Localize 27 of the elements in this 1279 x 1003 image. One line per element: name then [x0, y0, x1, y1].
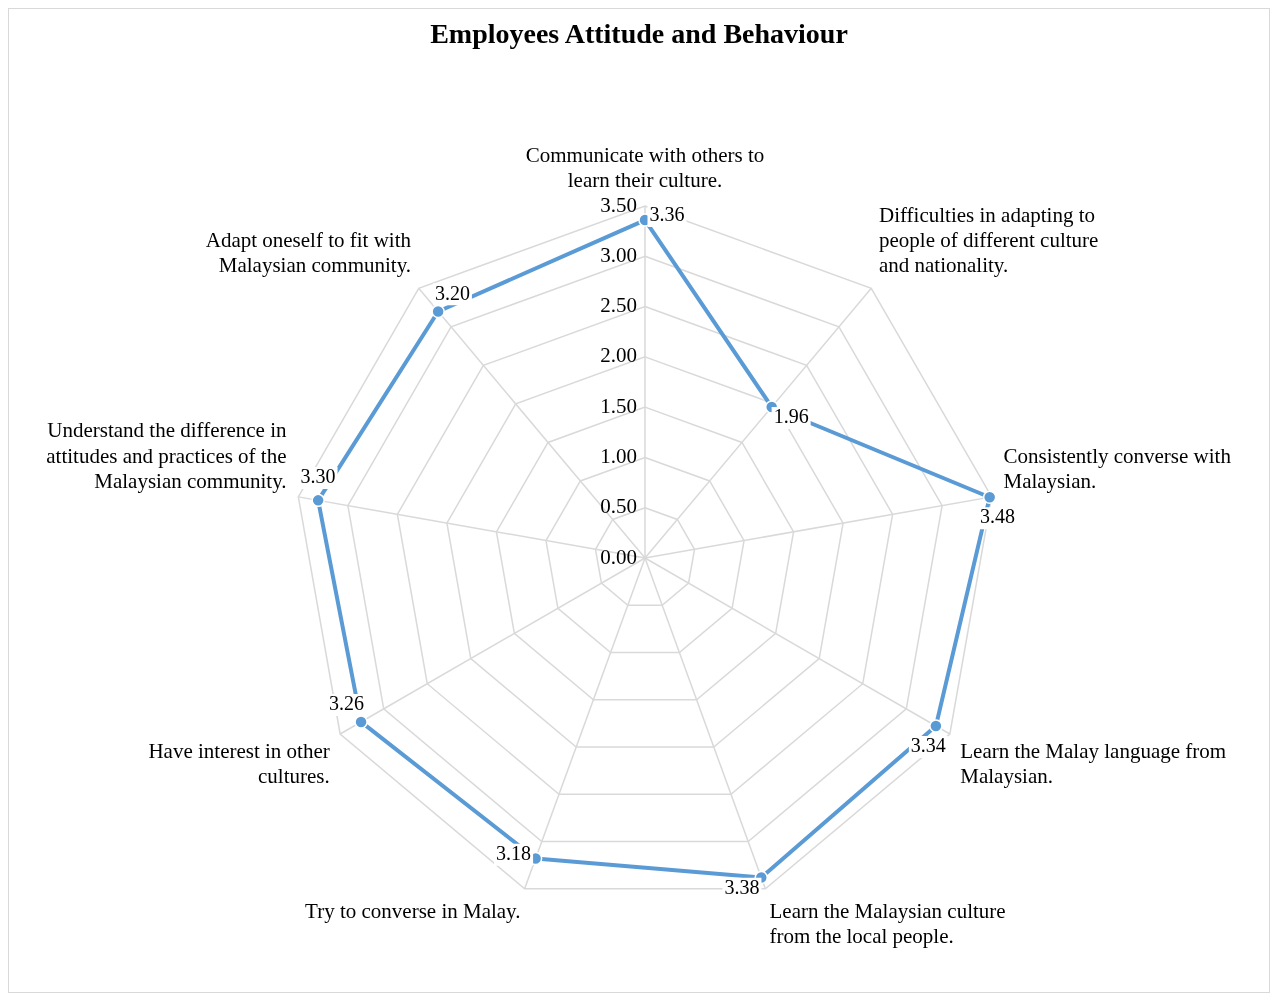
y-tick-label: 1.50 — [600, 393, 637, 418]
y-tick-label: 3.50 — [600, 192, 637, 217]
spoke-label: Consistently converse with Malaysian. — [1003, 443, 1232, 493]
data-label: 3.30 — [300, 465, 336, 488]
data-label: 3.34 — [910, 734, 946, 757]
data-label: 3.38 — [724, 875, 760, 898]
data-label: 3.18 — [496, 842, 532, 865]
data-label: 3.20 — [434, 281, 470, 304]
chart-title: Employees Attitude and Behaviour — [430, 18, 848, 50]
y-tick-label: 1.00 — [600, 443, 637, 468]
spoke-label: Try to converse in Malay. — [305, 899, 521, 924]
spoke-label: Difficulties in adapting to people of different culture and nationality. — [878, 202, 1099, 278]
y-tick-label: 2.50 — [600, 293, 637, 318]
data-label: 1.96 — [773, 405, 809, 428]
y-tick-label: 0.50 — [600, 494, 637, 519]
y-tick-label: 3.00 — [600, 242, 637, 267]
data-label: 3.48 — [979, 505, 1015, 528]
data-label: 3.26 — [329, 692, 365, 715]
spoke-label: Learn the Malay language from Malaysian. — [960, 739, 1227, 789]
spoke-label: Have interest in other cultures. — [148, 739, 330, 789]
y-tick-label: 2.00 — [600, 343, 637, 368]
spoke-label: Communicate with others to learn their culture. — [525, 142, 765, 192]
spoke-label: Understand the difference in attitudes and practices of the Malaysian community. — [46, 418, 288, 493]
data-label: 3.36 — [649, 203, 685, 226]
y-tick-label: 0.00 — [600, 544, 637, 569]
spoke-label: Adapt oneself to fit with Malaysian community. — [205, 227, 412, 278]
spoke-label: Learn the Malaysian culture from the local people. — [769, 899, 1006, 949]
